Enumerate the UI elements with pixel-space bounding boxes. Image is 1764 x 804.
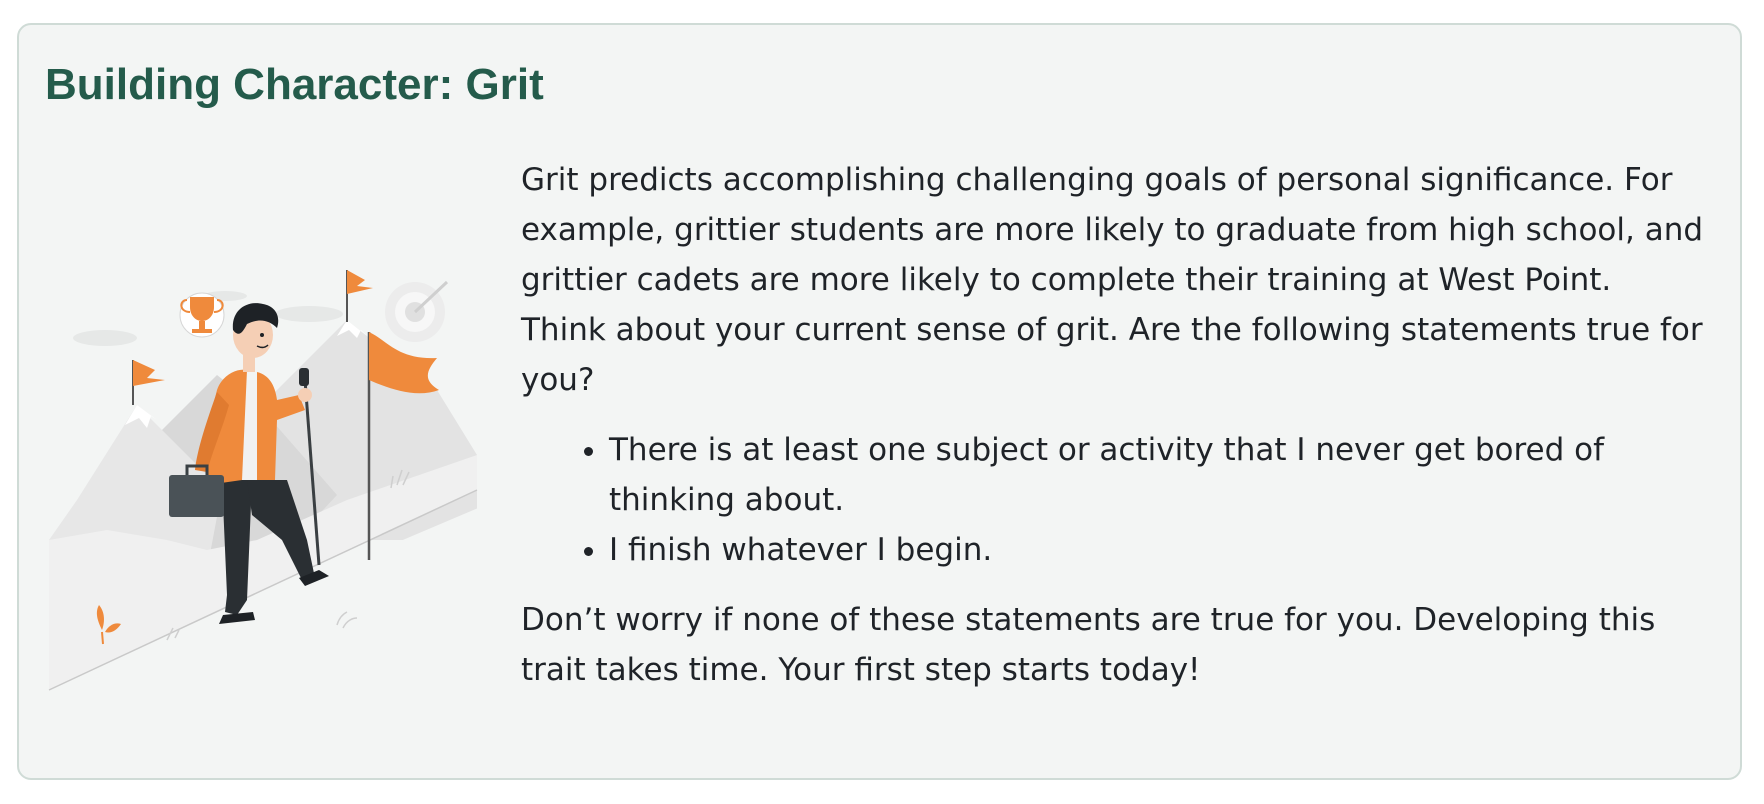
statement-list: There is at least one subject or activit… — [521, 425, 1721, 575]
card-content: Grit predicts accomplishing challenging … — [521, 155, 1721, 695]
card-title: Building Character: Grit — [45, 60, 544, 109]
grit-card: Building Character: Grit — [17, 23, 1742, 780]
closing-paragraph: Don’t worry if none of these statements … — [521, 602, 1656, 688]
list-item: I finish whatever I begin. — [609, 525, 1721, 575]
list-item: There is at least one subject or activit… — [609, 425, 1721, 525]
flag-icon — [346, 270, 373, 322]
hiker-climbing-mountain-illustration — [47, 240, 497, 700]
trophy-icon — [179, 292, 225, 338]
flag-icon — [132, 360, 165, 405]
hiker-figure — [169, 303, 329, 624]
target-icon — [385, 280, 449, 342]
prompt-paragraph: Think about your current sense of grit. … — [521, 312, 1703, 398]
flag-icon — [367, 332, 439, 560]
plant-icon — [96, 605, 121, 645]
intro-paragraph: Grit predicts accomplishing challenging … — [521, 162, 1704, 298]
